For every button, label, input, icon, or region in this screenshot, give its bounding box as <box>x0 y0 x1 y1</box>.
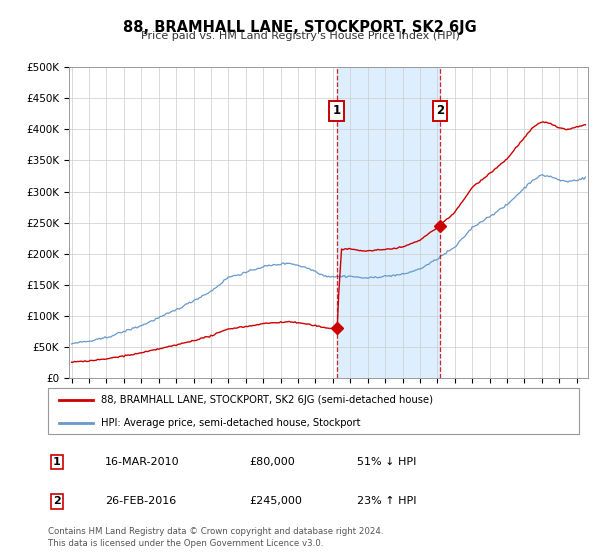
Text: 26-FEB-2016: 26-FEB-2016 <box>105 496 176 506</box>
Text: £245,000: £245,000 <box>249 496 302 506</box>
Text: 1: 1 <box>332 104 341 117</box>
Text: Contains HM Land Registry data © Crown copyright and database right 2024.
This d: Contains HM Land Registry data © Crown c… <box>48 527 383 548</box>
Text: 88, BRAMHALL LANE, STOCKPORT, SK2 6JG: 88, BRAMHALL LANE, STOCKPORT, SK2 6JG <box>123 20 477 35</box>
Text: 88, BRAMHALL LANE, STOCKPORT, SK2 6JG (semi-detached house): 88, BRAMHALL LANE, STOCKPORT, SK2 6JG (s… <box>101 395 433 405</box>
Text: 16-MAR-2010: 16-MAR-2010 <box>105 457 179 467</box>
Text: HPI: Average price, semi-detached house, Stockport: HPI: Average price, semi-detached house,… <box>101 418 361 427</box>
Text: 2: 2 <box>436 104 444 117</box>
Text: £80,000: £80,000 <box>249 457 295 467</box>
Text: 1: 1 <box>53 457 61 467</box>
Text: 51% ↓ HPI: 51% ↓ HPI <box>357 457 416 467</box>
Text: 23% ↑ HPI: 23% ↑ HPI <box>357 496 416 506</box>
Bar <box>337 67 440 378</box>
Text: 2: 2 <box>53 496 61 506</box>
Text: Price paid vs. HM Land Registry's House Price Index (HPI): Price paid vs. HM Land Registry's House … <box>140 31 460 41</box>
